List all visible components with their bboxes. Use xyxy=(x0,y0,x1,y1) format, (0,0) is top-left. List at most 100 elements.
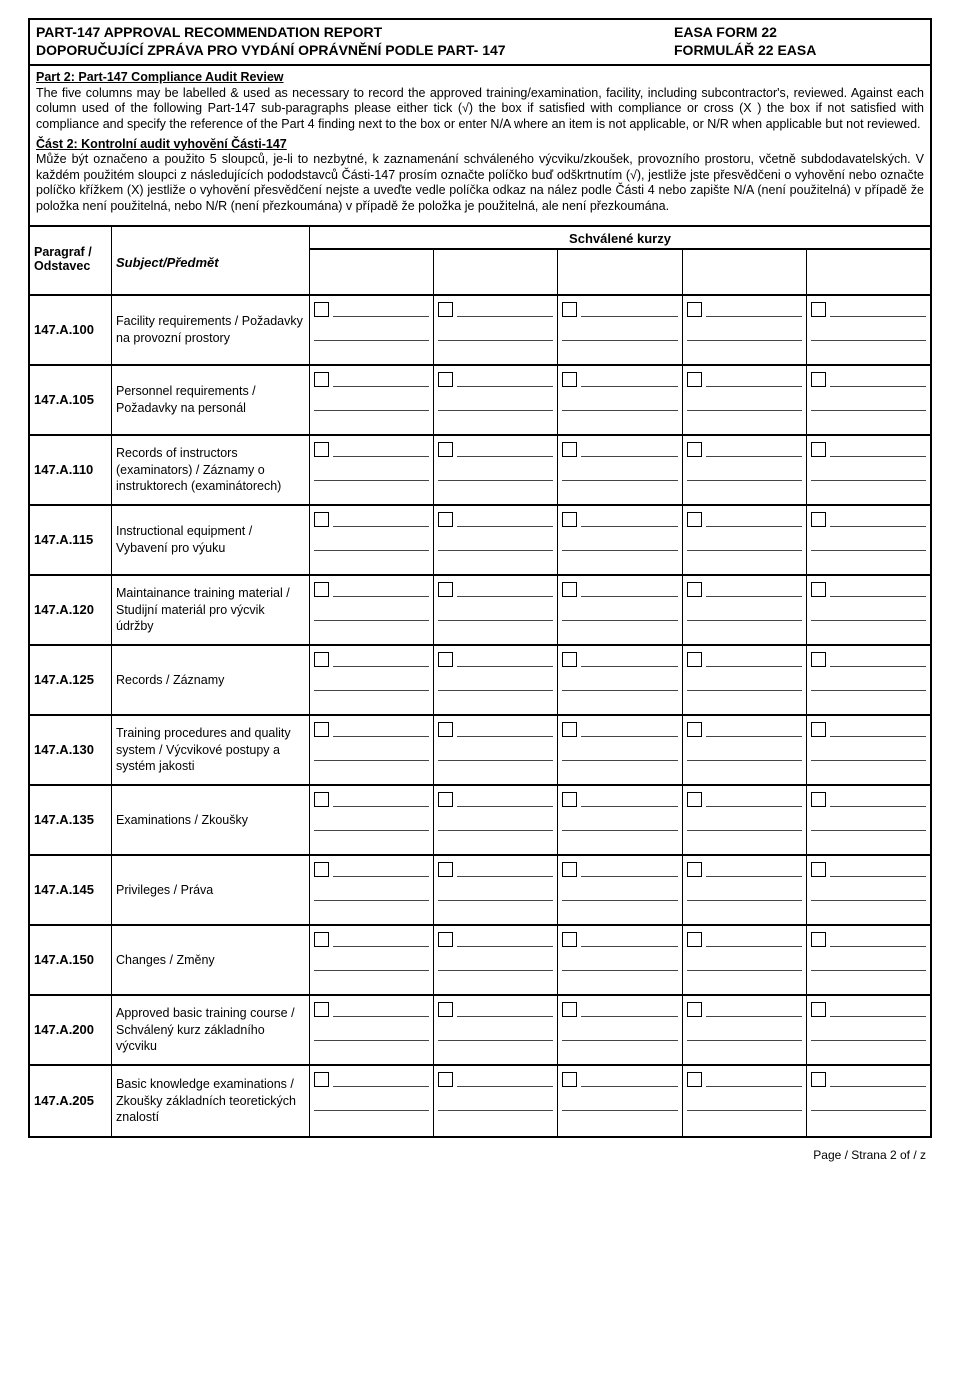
checkbox[interactable] xyxy=(811,792,826,807)
write-line[interactable] xyxy=(706,865,802,877)
write-line[interactable] xyxy=(314,607,429,621)
write-line[interactable] xyxy=(687,677,802,691)
write-line[interactable] xyxy=(811,957,926,971)
write-line[interactable] xyxy=(706,305,802,317)
write-line[interactable] xyxy=(687,887,802,901)
checkbox[interactable] xyxy=(687,722,702,737)
write-line[interactable] xyxy=(581,445,677,457)
checkbox[interactable] xyxy=(562,372,577,387)
write-line[interactable] xyxy=(581,655,677,667)
write-line[interactable] xyxy=(706,655,802,667)
checkbox[interactable] xyxy=(314,722,329,737)
checkbox[interactable] xyxy=(314,512,329,527)
write-line[interactable] xyxy=(581,585,677,597)
write-line[interactable] xyxy=(830,865,926,877)
write-line[interactable] xyxy=(706,445,802,457)
write-line[interactable] xyxy=(581,865,677,877)
write-line[interactable] xyxy=(562,1027,677,1041)
checkbox[interactable] xyxy=(314,302,329,317)
write-line[interactable] xyxy=(333,1075,429,1087)
checkbox[interactable] xyxy=(687,1072,702,1087)
checkbox[interactable] xyxy=(687,442,702,457)
write-line[interactable] xyxy=(811,677,926,691)
checkbox[interactable] xyxy=(314,932,329,947)
write-line[interactable] xyxy=(438,957,553,971)
checkbox[interactable] xyxy=(562,652,577,667)
write-line[interactable] xyxy=(811,1097,926,1111)
write-line[interactable] xyxy=(314,1097,429,1111)
write-line[interactable] xyxy=(562,467,677,481)
write-line[interactable] xyxy=(438,537,553,551)
write-line[interactable] xyxy=(581,375,677,387)
write-line[interactable] xyxy=(830,725,926,737)
write-line[interactable] xyxy=(706,585,802,597)
write-line[interactable] xyxy=(314,537,429,551)
write-line[interactable] xyxy=(581,935,677,947)
write-line[interactable] xyxy=(687,747,802,761)
checkbox[interactable] xyxy=(811,722,826,737)
checkbox[interactable] xyxy=(438,302,453,317)
write-line[interactable] xyxy=(457,935,553,947)
write-line[interactable] xyxy=(830,1075,926,1087)
write-line[interactable] xyxy=(687,1097,802,1111)
write-line[interactable] xyxy=(457,445,553,457)
write-line[interactable] xyxy=(706,375,802,387)
write-line[interactable] xyxy=(830,585,926,597)
checkbox[interactable] xyxy=(811,582,826,597)
write-line[interactable] xyxy=(581,305,677,317)
write-line[interactable] xyxy=(562,677,677,691)
checkbox[interactable] xyxy=(314,792,329,807)
write-line[interactable] xyxy=(687,537,802,551)
checkbox[interactable] xyxy=(562,792,577,807)
write-line[interactable] xyxy=(333,305,429,317)
write-line[interactable] xyxy=(830,515,926,527)
write-line[interactable] xyxy=(706,725,802,737)
checkbox[interactable] xyxy=(314,582,329,597)
checkbox[interactable] xyxy=(687,1002,702,1017)
checkbox[interactable] xyxy=(562,722,577,737)
checkbox[interactable] xyxy=(562,442,577,457)
write-line[interactable] xyxy=(706,515,802,527)
write-line[interactable] xyxy=(562,327,677,341)
write-line[interactable] xyxy=(687,1027,802,1041)
write-line[interactable] xyxy=(562,1097,677,1111)
checkbox[interactable] xyxy=(811,302,826,317)
write-line[interactable] xyxy=(457,375,553,387)
checkbox[interactable] xyxy=(811,1072,826,1087)
write-line[interactable] xyxy=(581,515,677,527)
checkbox[interactable] xyxy=(562,582,577,597)
write-line[interactable] xyxy=(562,607,677,621)
write-line[interactable] xyxy=(811,397,926,411)
write-line[interactable] xyxy=(333,655,429,667)
write-line[interactable] xyxy=(457,655,553,667)
write-line[interactable] xyxy=(333,515,429,527)
write-line[interactable] xyxy=(581,795,677,807)
checkbox[interactable] xyxy=(562,302,577,317)
write-line[interactable] xyxy=(830,375,926,387)
checkbox[interactable] xyxy=(438,932,453,947)
checkbox[interactable] xyxy=(438,442,453,457)
checkbox[interactable] xyxy=(438,862,453,877)
write-line[interactable] xyxy=(811,467,926,481)
write-line[interactable] xyxy=(457,795,553,807)
write-line[interactable] xyxy=(706,1075,802,1087)
write-line[interactable] xyxy=(562,817,677,831)
checkbox[interactable] xyxy=(562,1072,577,1087)
checkbox[interactable] xyxy=(687,652,702,667)
write-line[interactable] xyxy=(333,375,429,387)
write-line[interactable] xyxy=(457,305,553,317)
write-line[interactable] xyxy=(562,537,677,551)
checkbox[interactable] xyxy=(687,792,702,807)
write-line[interactable] xyxy=(333,445,429,457)
checkbox[interactable] xyxy=(562,512,577,527)
write-line[interactable] xyxy=(438,677,553,691)
write-line[interactable] xyxy=(333,1005,429,1017)
checkbox[interactable] xyxy=(438,582,453,597)
checkbox[interactable] xyxy=(314,862,329,877)
checkbox[interactable] xyxy=(811,1002,826,1017)
write-line[interactable] xyxy=(457,865,553,877)
write-line[interactable] xyxy=(581,1075,677,1087)
write-line[interactable] xyxy=(706,795,802,807)
write-line[interactable] xyxy=(438,747,553,761)
write-line[interactable] xyxy=(438,607,553,621)
